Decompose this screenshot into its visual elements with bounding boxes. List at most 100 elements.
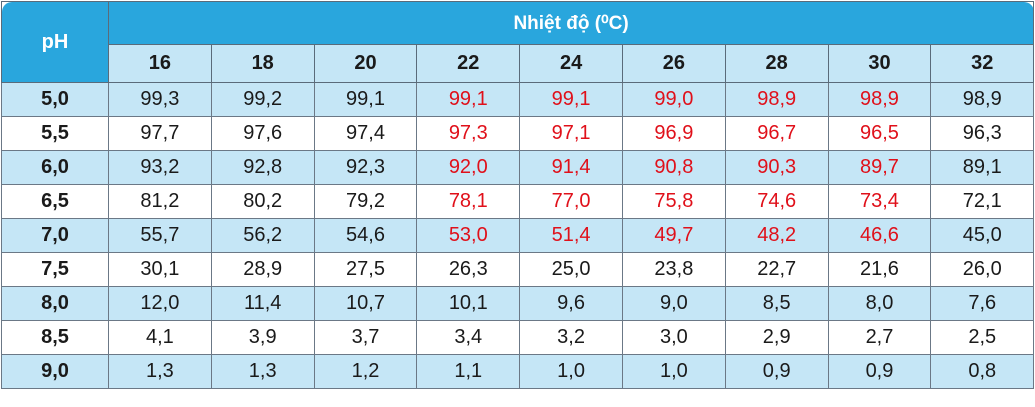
table-cell: 99,1 [416, 82, 521, 117]
ph-value-cell: 6,5 [1, 184, 109, 219]
table-cell: 93,2 [108, 150, 212, 185]
ph-value-cell: 7,5 [1, 252, 109, 287]
table-cell: 8,5 [724, 286, 829, 321]
table-cell: 98,9 [724, 82, 829, 117]
table-row: 9,0 1,3 1,3 1,2 1,1 1,0 1,0 0,9 0,9 0,8 [1, 354, 1035, 389]
table-cell: 48,2 [724, 218, 829, 253]
table-cell: 72,1 [930, 184, 1035, 219]
table-cell: 75,8 [621, 184, 726, 219]
table-cell: 99,1 [313, 82, 418, 117]
table-cell: 79,2 [313, 184, 418, 219]
table-cell: 97,1 [519, 116, 623, 151]
table-row: 6,0 93,2 92,8 92,3 92,0 91,4 90,8 90,3 89,7 89,1 [1, 150, 1035, 185]
table-cell: 1,3 [210, 354, 315, 389]
table-cell: 97,4 [313, 116, 418, 151]
table-cell: 90,3 [724, 150, 829, 185]
table-cell: 96,3 [930, 116, 1035, 151]
ph-temperature-table: pH Nhiệt độ (⁰C) 16 18 20 22 24 26 28 30… [1, 1, 1035, 389]
table-cell: 1,0 [519, 354, 623, 389]
table-cell: 3,9 [210, 320, 315, 355]
table-row: 7,5 30,1 28,9 27,5 26,3 25,0 23,8 22,7 21,6 26,0 [1, 252, 1035, 287]
table-cell: 99,0 [621, 82, 726, 117]
table-cell: 96,9 [621, 116, 726, 151]
table-cell: 0,9 [827, 354, 932, 389]
table-cell: 30,1 [108, 252, 212, 287]
table-cell: 3,7 [313, 320, 418, 355]
ph-value-cell: 5,5 [1, 116, 109, 151]
table-cell: 1,2 [313, 354, 418, 389]
table-row: 6,5 81,2 80,2 79,2 78,1 77,0 75,8 74,6 73,4 72,1 [1, 184, 1035, 219]
header-row-temperatures: 16 18 20 22 24 26 28 30 32 [2, 44, 1035, 83]
table-cell: 3,4 [416, 320, 521, 355]
temperature-header-24: 24 [519, 44, 623, 83]
table-row: 5,5 97,7 97,6 97,4 97,3 97,1 96,9 96,7 96,5 96,3 [1, 116, 1035, 151]
table-row: 8,5 4,1 3,9 3,7 3,4 3,2 3,0 2,9 2,7 2,5 [1, 320, 1035, 355]
table-cell: 1,1 [416, 354, 521, 389]
table-cell: 23,8 [621, 252, 726, 287]
table-cell: 10,7 [313, 286, 418, 321]
table-cell: 26,3 [416, 252, 521, 287]
ph-value-cell: 7,0 [1, 218, 109, 253]
ph-value-cell: 5,0 [1, 82, 109, 117]
table-cell: 8,0 [827, 286, 932, 321]
table-cell: 28,9 [210, 252, 315, 287]
table-cell: 54,6 [313, 218, 418, 253]
table-cell: 97,7 [108, 116, 212, 151]
table-cell: 2,5 [930, 320, 1035, 355]
table-cell: 3,0 [621, 320, 726, 355]
table-cell: 1,0 [621, 354, 726, 389]
table-row: 7,0 55,7 56,2 54,6 53,0 51,4 49,7 48,2 46,6 45,0 [1, 218, 1035, 253]
table-cell: 92,0 [416, 150, 521, 185]
temperature-header-28: 28 [724, 44, 829, 83]
ph-column-header: pH [1, 1, 109, 83]
table-cell: 46,6 [827, 218, 932, 253]
table-cell: 0,9 [724, 354, 829, 389]
table-cell: 12,0 [108, 286, 212, 321]
table-cell: 96,5 [827, 116, 932, 151]
table-cell: 99,1 [519, 82, 623, 117]
temperature-header-20: 20 [313, 44, 418, 83]
temperature-header-22: 22 [416, 44, 521, 83]
table-cell: 73,4 [827, 184, 932, 219]
table-cell: 2,9 [724, 320, 829, 355]
table-cell: 49,7 [621, 218, 726, 253]
table-cell: 56,2 [210, 218, 315, 253]
table-cell: 81,2 [108, 184, 212, 219]
table-cell: 10,1 [416, 286, 521, 321]
table-cell: 53,0 [416, 218, 521, 253]
table-cell: 27,5 [313, 252, 418, 287]
table-cell: 74,6 [724, 184, 829, 219]
table-cell: 90,8 [621, 150, 726, 185]
table-cell: 45,0 [930, 218, 1035, 253]
temperature-header-32: 32 [930, 44, 1035, 83]
table-cell: 21,6 [827, 252, 932, 287]
table-cell: 9,0 [621, 286, 726, 321]
table-cell: 2,7 [827, 320, 932, 355]
ph-value-cell: 8,0 [1, 286, 109, 321]
ph-value-cell: 8,5 [1, 320, 109, 355]
table-cell: 9,6 [519, 286, 623, 321]
table-cell: 7,6 [930, 286, 1035, 321]
temperature-header-26: 26 [621, 44, 726, 83]
table-cell: 97,3 [416, 116, 521, 151]
table-cell: 97,6 [210, 116, 315, 151]
table-cell: 26,0 [930, 252, 1035, 287]
table-cell: 98,9 [827, 82, 932, 117]
temperature-header-30: 30 [827, 44, 932, 83]
ph-value-cell: 9,0 [1, 354, 109, 389]
table-cell: 1,3 [108, 354, 212, 389]
table-cell: 0,8 [930, 354, 1035, 389]
table-cell: 3,2 [519, 320, 623, 355]
table-cell: 22,7 [724, 252, 829, 287]
table-cell: 89,7 [827, 150, 932, 185]
table-body: 5,0 99,3 99,2 99,1 99,1 99,1 99,0 98,9 98,9 98,9 5… [1, 82, 1035, 389]
table-cell: 77,0 [519, 184, 623, 219]
table-cell: 78,1 [416, 184, 521, 219]
table-cell: 91,4 [519, 150, 623, 185]
temperature-header-18: 18 [210, 44, 315, 83]
table-cell: 11,4 [210, 286, 315, 321]
temperature-group-header: Nhiệt độ (⁰C) [107, 1, 1035, 45]
temperature-header-16: 16 [108, 44, 212, 83]
table-cell: 99,3 [108, 82, 212, 117]
ph-value-cell: 6,0 [1, 150, 109, 185]
